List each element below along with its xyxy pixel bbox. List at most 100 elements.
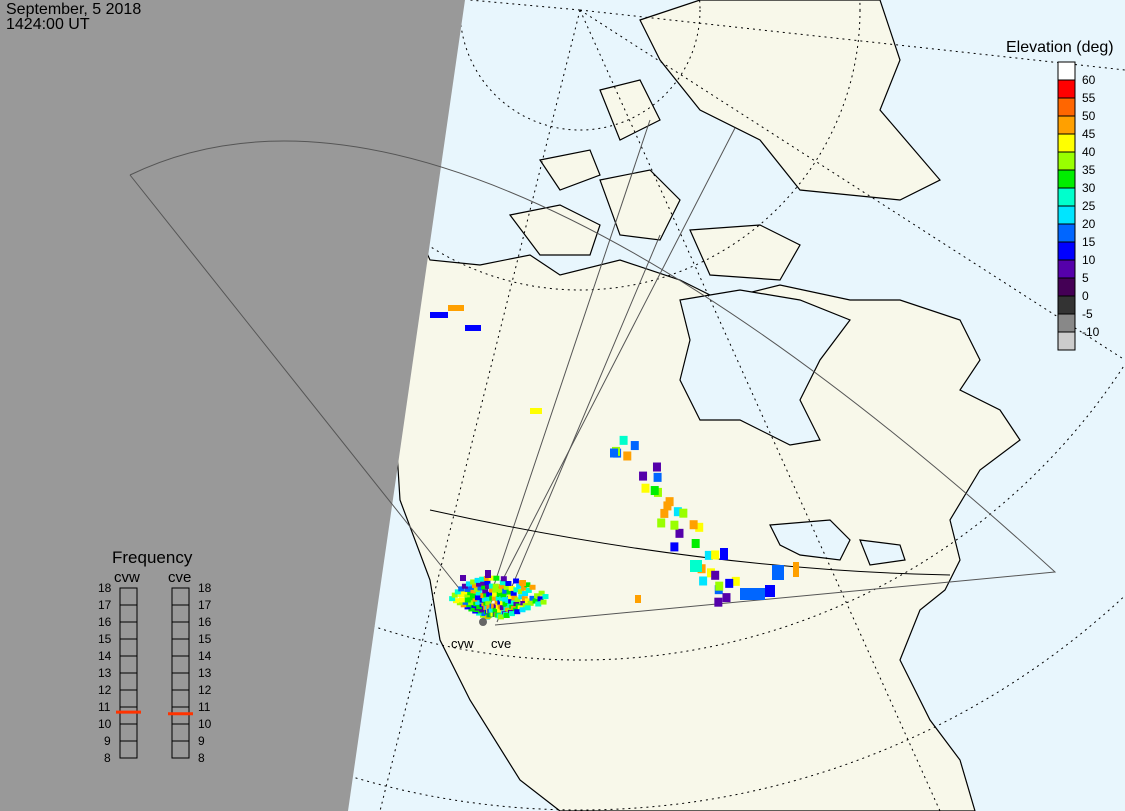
frequency-tick-left: 17 <box>98 598 112 612</box>
scatter-cell <box>534 593 541 599</box>
scatter-cell <box>482 588 489 594</box>
scatter-cell <box>722 593 731 603</box>
scatter-cell <box>793 562 799 577</box>
greenland <box>639 0 941 201</box>
scatter-cell <box>499 605 506 611</box>
scatter-cell <box>503 584 510 590</box>
legend-title: Elevation (deg) <box>1006 39 1114 56</box>
frequency-tick-left: 9 <box>104 734 111 748</box>
scatter-cell <box>623 451 632 461</box>
scatter-cell <box>641 483 650 493</box>
scatter-cell <box>518 594 525 600</box>
scatter-cell <box>464 592 471 598</box>
frequency-tick-left: 10 <box>98 717 112 731</box>
scatter-cell <box>542 594 549 600</box>
scatter-cell <box>521 596 528 602</box>
frequency-tick-right: 11 <box>198 700 211 714</box>
field-of-view-outline <box>129 119 1057 626</box>
scatter-cell <box>481 584 488 590</box>
scatter-cell <box>517 589 524 595</box>
scatter-cell <box>468 600 475 606</box>
color-swatch <box>1057 241 1076 261</box>
scatter-cell <box>477 585 484 591</box>
scatter-cell <box>486 603 493 609</box>
scatter-cell <box>502 588 509 594</box>
scatter-cell <box>711 570 720 580</box>
scatter-cell <box>510 590 517 596</box>
color-swatch <box>1057 115 1076 135</box>
scatter-cell <box>470 588 477 594</box>
scatter-cell <box>497 614 504 620</box>
scatter-cell <box>464 586 471 592</box>
frequency-tick-right: 10 <box>198 717 212 731</box>
hudson-bay <box>679 289 851 446</box>
scatter-cell <box>467 590 474 596</box>
frequency-tick-left: 12 <box>98 683 112 697</box>
frequency-tick-left: 15 <box>98 632 112 646</box>
scatter-cell <box>521 585 528 591</box>
frequency-tick-right: 16 <box>198 615 212 629</box>
scatter-cell <box>503 613 510 619</box>
scatter-cell <box>675 528 684 538</box>
scatter-cell <box>635 595 641 603</box>
scatter-cell <box>665 497 674 507</box>
scatter-cell <box>725 578 734 588</box>
color-swatch <box>1057 295 1076 315</box>
legend-label: -10 <box>1082 325 1100 339</box>
scatter-cell <box>485 570 491 578</box>
color-swatch <box>1057 61 1076 81</box>
legend-label: 45 <box>1082 127 1096 141</box>
frequency-tick-left: 18 <box>98 581 112 595</box>
scatter-cell <box>619 435 628 445</box>
scatter-cell <box>449 596 456 602</box>
color-swatch <box>1057 187 1076 207</box>
scatter-cell <box>652 462 661 472</box>
scatter-cell <box>506 589 513 595</box>
scatter-cell <box>639 471 648 481</box>
frequency-tick-right: 12 <box>198 683 212 697</box>
legend-label: 35 <box>1082 163 1096 177</box>
scatter-cell <box>489 587 496 593</box>
scatter-cell <box>650 486 659 496</box>
frequency-title: Frequency <box>112 548 193 567</box>
scatter-cell <box>476 581 483 587</box>
legend-label: 25 <box>1082 199 1096 213</box>
scatter-cell <box>456 600 463 606</box>
scatter-cell <box>670 542 679 552</box>
legend-label: 50 <box>1082 109 1096 123</box>
arctic-island <box>599 79 661 141</box>
scatter-cell <box>670 520 679 530</box>
scatter-cell <box>706 568 715 578</box>
scatter-cell <box>458 592 465 598</box>
scatter-cell <box>488 575 495 581</box>
legend-label: 0 <box>1082 289 1089 303</box>
scatter-cell <box>690 560 702 572</box>
scatter-cell <box>519 607 526 613</box>
legend-label: 10 <box>1082 253 1096 267</box>
frequency-tick-right: 9 <box>198 734 205 748</box>
scatter-cell <box>630 441 639 451</box>
scatter-cell <box>537 596 544 602</box>
scatter-cell <box>465 581 472 587</box>
night-shading <box>0 0 465 811</box>
color-swatch <box>1057 223 1076 243</box>
scatter-cell <box>507 594 514 600</box>
scatter-cell <box>715 581 724 591</box>
scatter-cell <box>468 606 475 612</box>
scatter-cell <box>704 550 713 560</box>
frequency-panel <box>116 587 193 759</box>
scatter-cell <box>505 580 512 586</box>
great-lakes <box>859 539 906 566</box>
scatter-cell <box>451 592 458 598</box>
scatter-cell <box>513 578 520 584</box>
frequency-tick-left: 13 <box>98 666 112 680</box>
scatter-cell <box>530 408 542 414</box>
scatter-cell <box>498 584 505 590</box>
scatter-cell <box>714 597 723 607</box>
scatter-cell <box>524 605 531 611</box>
scatter-cell <box>458 597 465 603</box>
radar-site-cvw <box>479 618 487 626</box>
great-lakes <box>769 519 851 561</box>
